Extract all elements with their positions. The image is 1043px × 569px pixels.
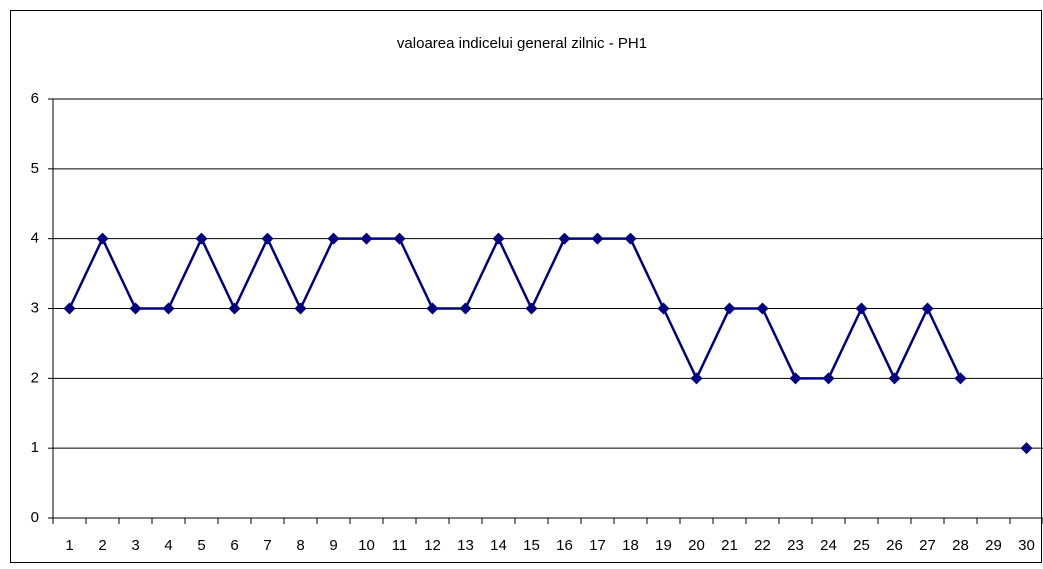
y-tick-label: 0 [31,509,39,526]
x-tick-label: 19 [655,537,672,554]
data-point [822,372,835,385]
data-point [294,302,307,315]
data-point [459,302,472,315]
x-tick-label: 30 [1018,537,1035,554]
data-point [393,232,406,245]
x-tick-label: 14 [490,537,507,554]
data-point [954,372,967,385]
x-tick-label: 12 [424,537,441,554]
chart-title: valoarea indicelui general zilnic - PH1 [397,35,647,52]
y-tick-label: 6 [31,90,39,107]
x-tick-label: 1 [65,537,73,554]
data-point [690,372,703,385]
data-point [888,372,901,385]
x-tick-label: 23 [787,537,804,554]
data-point [558,232,571,245]
data-point [492,232,505,245]
data-point [657,302,670,315]
data-point [525,302,538,315]
x-tick-label: 21 [721,537,738,554]
x-tick-label: 20 [688,537,705,554]
y-tick-label: 2 [31,369,39,386]
x-tick-label: 5 [197,537,205,554]
data-point [591,232,604,245]
data-point [723,302,736,315]
x-tick-label: 17 [589,537,606,554]
x-tick-label: 10 [358,537,375,554]
data-point [162,302,175,315]
x-tick-label: 15 [523,537,540,554]
data-point [195,232,208,245]
data-point [96,232,109,245]
data-point [855,302,868,315]
data-point [261,232,274,245]
x-tick-label: 29 [985,537,1002,554]
x-tick-label: 7 [263,537,271,554]
x-tick-label: 18 [622,537,639,554]
data-point [360,232,373,245]
data-point [327,232,340,245]
x-tick-label: 24 [820,537,837,554]
y-tick-label: 5 [31,160,39,177]
data-point [129,302,142,315]
y-tick-label: 3 [31,299,39,316]
x-tick-label: 16 [556,537,573,554]
x-tick-label: 25 [853,537,870,554]
data-point [624,232,637,245]
x-tick-label: 11 [392,537,408,554]
chart-frame [10,10,1042,563]
x-tick-label: 9 [329,537,337,554]
x-tick-label: 26 [886,537,903,554]
x-tick-label: 6 [230,537,238,554]
x-tick-label: 8 [296,537,304,554]
data-point [228,302,241,315]
data-point [426,302,439,315]
data-point [1020,442,1033,455]
data-point [789,372,802,385]
data-point [63,302,76,315]
data-point [921,302,934,315]
x-tick-label: 3 [131,537,139,554]
x-tick-label: 2 [98,537,106,554]
x-tick-label: 27 [919,537,936,554]
x-tick-label: 4 [164,537,172,554]
x-tick-label: 13 [457,537,474,554]
y-tick-label: 4 [31,230,39,247]
x-tick-label: 28 [952,537,969,554]
data-point [756,302,769,315]
y-tick-label: 1 [31,439,39,456]
x-tick-label: 22 [754,537,771,554]
